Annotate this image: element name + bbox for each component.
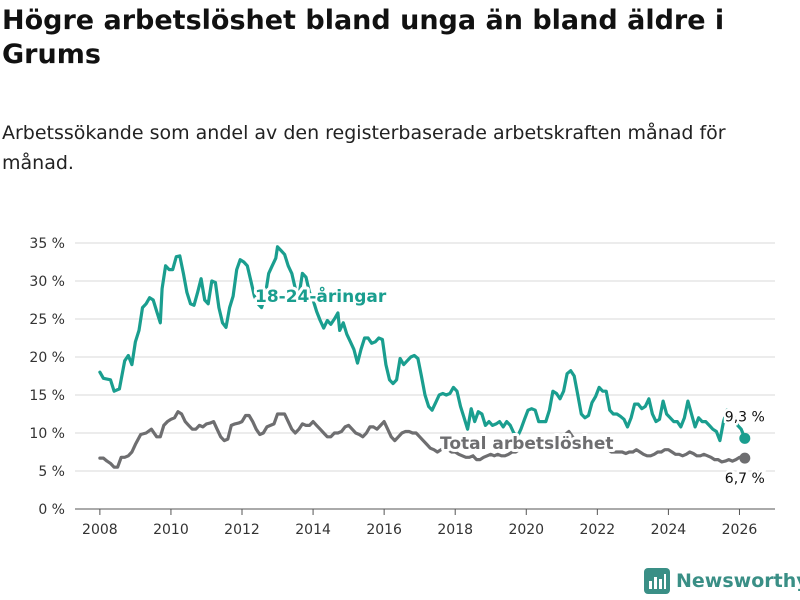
youth-series-label: 18-24-åringar xyxy=(255,285,387,307)
bar-chart-icon xyxy=(644,568,670,594)
newsworthy-logo: Newsworthy xyxy=(644,568,800,594)
youth-end-point xyxy=(739,432,751,444)
x-tick-label: 2022 xyxy=(580,522,616,538)
y-axis: 0 % 5 % 10 % 15 % 20 % 25 % 30 % 35 % xyxy=(29,236,65,518)
total-end-point xyxy=(739,452,751,464)
x-tick-label: 2024 xyxy=(651,522,687,538)
x-axis: 2008 2010 2012 2014 2016 2018 2020 2022 2024 2026 xyxy=(82,509,757,538)
brand-name: Newsworthy xyxy=(676,570,800,592)
x-tick-label: 2008 xyxy=(82,522,118,538)
x-tick-label: 2010 xyxy=(153,522,189,538)
y-tick-label: 10 % xyxy=(29,426,65,442)
y-tick-label: 20 % xyxy=(29,350,65,366)
y-tick-label: 5 % xyxy=(38,464,65,480)
total-series-line xyxy=(98,410,747,469)
x-tick-label: 2026 xyxy=(722,522,758,538)
x-tick-label: 2018 xyxy=(437,522,473,538)
chart-subtitle: Arbetssökande som andel av den registerb… xyxy=(2,122,726,174)
x-tick-label: 2020 xyxy=(508,522,544,538)
chart-title: Högre arbetslöshet bland unga än bland ä… xyxy=(2,5,725,70)
y-tick-label: 35 % xyxy=(29,236,65,252)
x-tick-label: 2014 xyxy=(295,522,331,538)
y-tick-label: 25 % xyxy=(29,312,65,328)
youth-series-label-halo: 18-24-åringar xyxy=(255,285,387,307)
y-tick-label: 15 % xyxy=(29,388,65,404)
y-tick-label: 30 % xyxy=(29,274,65,290)
total-series-label-halo: Total arbetslöshet xyxy=(440,434,614,454)
series-layer xyxy=(98,245,751,469)
youth-series-line xyxy=(98,245,747,443)
total-end-label: 6,7 % xyxy=(725,471,765,487)
y-tick-label: 0 % xyxy=(38,502,65,518)
youth-end-label: 9,3 % xyxy=(725,409,765,425)
x-tick-label: 2012 xyxy=(224,522,260,538)
total-series-label: Total arbetslöshet xyxy=(440,434,614,454)
x-tick-label: 2016 xyxy=(366,522,402,538)
grid-lines xyxy=(75,242,775,510)
total-end-label-halo: 6,7 % xyxy=(725,471,765,487)
youth-end-label-halo: 9,3 % xyxy=(725,409,765,425)
